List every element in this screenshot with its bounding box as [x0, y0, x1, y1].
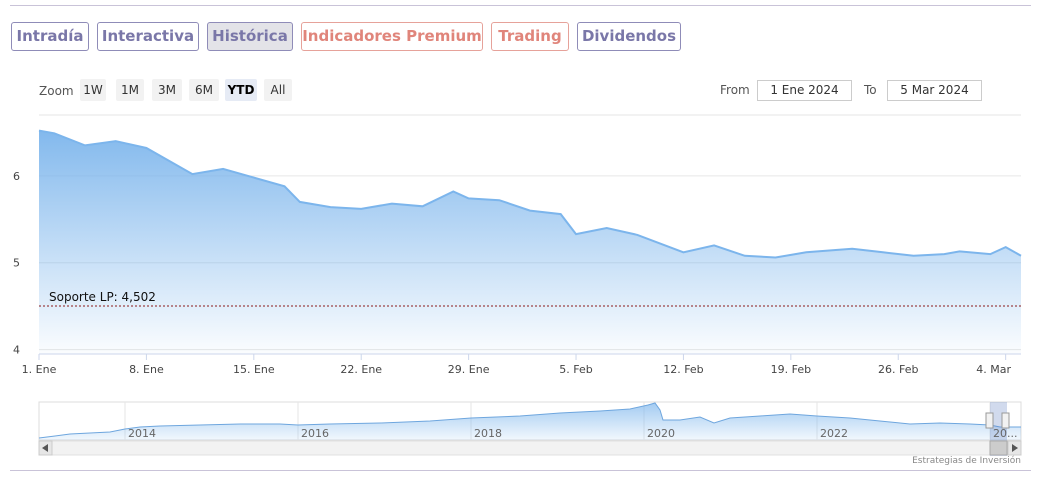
to-date-input[interactable]: 5 Mar 2024 — [887, 80, 982, 101]
x-tick-label: 29. Ene — [448, 363, 490, 376]
zoom-3m-button[interactable]: 3M — [152, 79, 182, 101]
x-tick-label: 26. Feb — [878, 363, 918, 376]
navigator-tick-label: 2016 — [301, 427, 329, 440]
zoom-1w-button[interactable]: 1W — [80, 79, 106, 101]
bottom-divider — [10, 470, 1031, 471]
scroll-right-arrow-icon — [1012, 444, 1018, 452]
support-line-label: Soporte LP: 4,502 — [49, 290, 156, 304]
price-area — [39, 130, 1021, 354]
from-label: From — [720, 83, 750, 97]
from-date-input[interactable]: 1 Ene 2024 — [757, 80, 852, 101]
tab-indicadores-premium[interactable]: Indicadores Premium — [301, 22, 483, 51]
y-tick-label: 4 — [13, 344, 20, 357]
navigator-tick-label: 2020 — [647, 427, 675, 440]
x-tick-label: 22. Ene — [340, 363, 382, 376]
tab-historica[interactable]: Histórica — [207, 22, 293, 51]
top-divider — [10, 5, 1031, 6]
scrollbar-track — [38, 440, 1022, 456]
x-tick-label: 15. Ene — [233, 363, 275, 376]
navigator-tick-label: 2022 — [820, 427, 848, 440]
y-tick-label: 5 — [13, 257, 20, 270]
x-tick-label: 8. Ene — [129, 363, 164, 376]
tab-trading[interactable]: Trading — [491, 22, 569, 51]
to-label: To — [864, 83, 877, 97]
zoom-ytd-button[interactable]: YTD — [225, 79, 257, 101]
x-tick-label: 4. Mar — [976, 363, 1011, 376]
zoom-6m-button[interactable]: 6M — [189, 79, 219, 101]
tab-dividendos[interactable]: Dividendos — [577, 22, 681, 51]
navigator-handle — [985, 412, 994, 429]
zoom-1m-button[interactable]: 1M — [116, 79, 144, 101]
navigator-area — [39, 403, 1021, 440]
zoom-label: Zoom — [39, 84, 74, 98]
navigator-tick-label: 20... — [993, 427, 1018, 440]
navigator-handle — [1001, 412, 1010, 429]
x-tick-label: 12. Feb — [663, 363, 703, 376]
tab-intradia[interactable]: Intradía — [11, 22, 89, 51]
tab-interactiva[interactable]: Interactiva — [97, 22, 199, 51]
scroll-left-arrow-icon — [42, 444, 48, 452]
chart-credit[interactable]: Estrategias de Inversión — [912, 456, 1021, 466]
navigator-line — [38, 402, 1021, 439]
navigator-tick-label: 2018 — [474, 427, 502, 440]
x-tick-label: 19. Feb — [771, 363, 811, 376]
y-tick-label: 6 — [13, 170, 20, 183]
scrollbar-thumb — [989, 440, 1008, 456]
zoom-all-button[interactable]: All — [264, 79, 292, 101]
navigator-tick-label: 2014 — [128, 427, 156, 440]
x-tick-label: 5. Feb — [559, 363, 592, 376]
x-tick-label: 1. Ene — [22, 363, 57, 376]
